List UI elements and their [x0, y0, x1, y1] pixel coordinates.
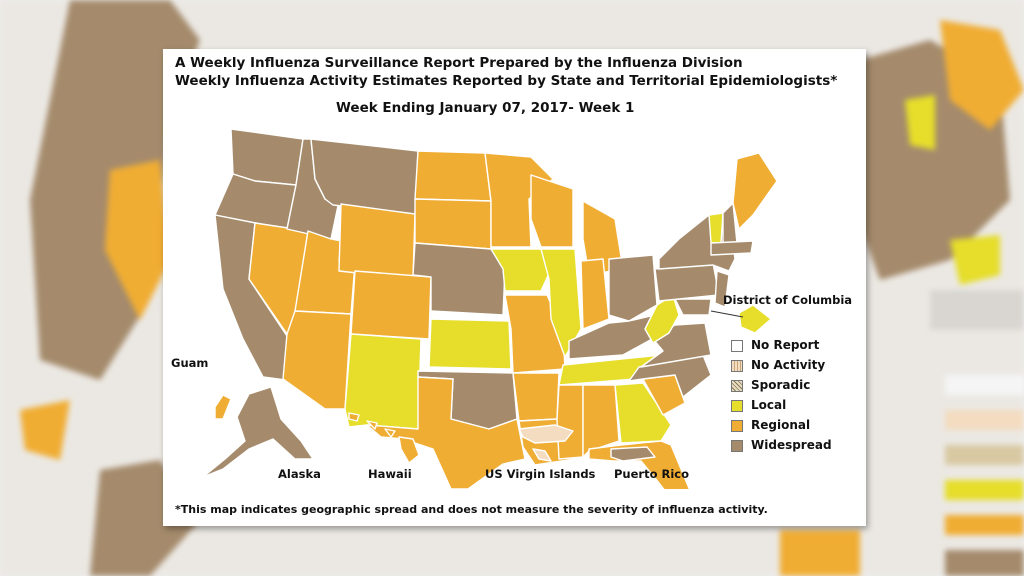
legend-swatch [731, 380, 743, 392]
state-DC [738, 304, 772, 334]
state-AK [202, 386, 314, 478]
state-ME [732, 152, 778, 230]
territory-PR [610, 446, 656, 462]
state-MS [556, 384, 584, 460]
legend-label: Regional [751, 418, 811, 432]
state-IL [540, 248, 582, 358]
label-us-virgin-islands: US Virgin Islands [485, 467, 596, 481]
state-VT [708, 212, 724, 244]
state-SD [414, 198, 492, 250]
report-subtitle: Weekly Influenza Activity Estimates Repo… [175, 73, 838, 89]
state-WI [530, 174, 574, 248]
state-GA [614, 382, 672, 444]
state-AZ [282, 310, 352, 410]
legend-label: Sporadic [751, 378, 811, 392]
state-TX [366, 376, 526, 489]
flu-map-card: A Weekly Influenza Surveillance Report P… [163, 49, 866, 526]
state-CO [350, 270, 432, 340]
footnote: *This map indicates geographic spread an… [175, 503, 768, 516]
state-NJ [714, 270, 730, 308]
state-OH [608, 254, 658, 322]
legend-swatch [731, 420, 743, 432]
us-flu-activity-map [202, 128, 778, 489]
state-KS [428, 318, 512, 370]
legend-label: Local [751, 398, 787, 412]
week-label: Week Ending January 07, 2017- Week 1 [336, 100, 635, 116]
report-title: A Weekly Influenza Surveillance Report P… [175, 55, 743, 71]
state-VA [640, 322, 712, 368]
legend-label: No Report [751, 338, 820, 352]
legend-label: Widespread [751, 438, 832, 452]
legend-swatch [731, 340, 743, 352]
legend-label: No Activity [751, 358, 826, 372]
state-MA [710, 240, 754, 256]
state-WY [338, 203, 416, 280]
dc-pointer-line [710, 310, 744, 318]
state-IN [580, 258, 610, 330]
label-district-of-columbia: District of Columbia [723, 293, 853, 307]
label-puerto-rico: Puerto Rico [614, 467, 690, 481]
legend-swatch [731, 440, 743, 452]
state-AL [582, 384, 620, 458]
label-hawaii: Hawaii [368, 467, 412, 481]
legend-swatch [731, 360, 743, 372]
state-HI [348, 412, 420, 464]
territory-VI [518, 424, 574, 462]
label-guam: Guam [171, 356, 209, 370]
label-alaska: Alaska [278, 467, 321, 481]
state-MI [582, 200, 624, 276]
state-MD [674, 298, 712, 316]
state-AR [512, 372, 560, 422]
territory-GU [214, 394, 232, 420]
state-ND [414, 150, 492, 202]
legend-swatch [731, 400, 743, 412]
